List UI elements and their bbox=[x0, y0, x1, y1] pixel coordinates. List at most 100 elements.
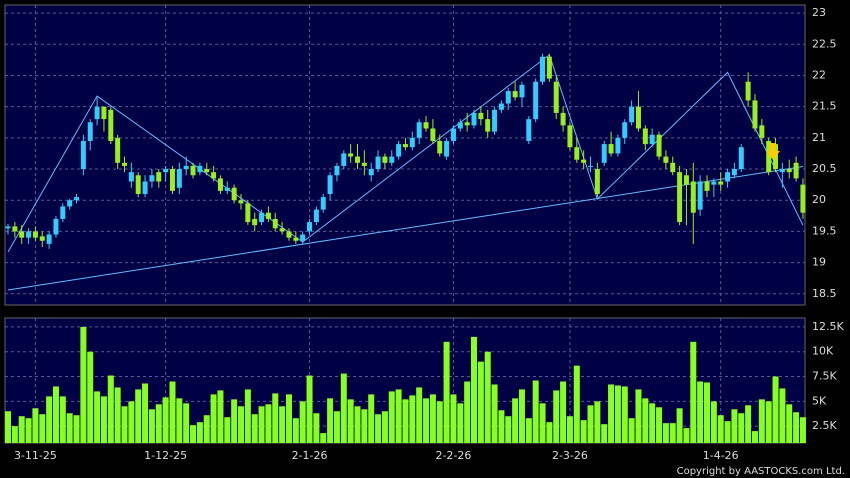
x-tick-label: 3-11-25 bbox=[14, 449, 57, 462]
volume-bar bbox=[162, 397, 169, 443]
candle-body bbox=[505, 91, 511, 104]
volume-bar bbox=[100, 396, 107, 443]
candle-body bbox=[190, 165, 196, 176]
volume-bar bbox=[566, 416, 573, 443]
candle-body bbox=[19, 231, 25, 238]
volume-bar bbox=[731, 409, 738, 443]
volume-bar bbox=[553, 390, 560, 443]
volume-bar bbox=[176, 398, 183, 443]
volume-bar bbox=[669, 423, 676, 443]
candle-body bbox=[135, 175, 141, 194]
volume-bar bbox=[238, 406, 245, 443]
candle-body bbox=[101, 106, 107, 120]
volume-bar bbox=[388, 391, 395, 443]
candle-body bbox=[389, 156, 395, 163]
volume-bar bbox=[423, 398, 430, 443]
candle-body bbox=[211, 172, 217, 179]
volume-bar bbox=[169, 381, 176, 443]
volume-bar bbox=[190, 425, 197, 443]
candle-body bbox=[711, 181, 717, 185]
candle-body bbox=[567, 125, 573, 148]
candle-body bbox=[485, 119, 491, 132]
candle-body bbox=[793, 162, 799, 179]
volume-bar bbox=[368, 394, 375, 443]
candle-body bbox=[725, 172, 731, 182]
volume-bar bbox=[87, 351, 94, 443]
candle-body bbox=[437, 140, 443, 154]
volume-bar bbox=[717, 415, 724, 443]
candle-body bbox=[5, 226, 11, 229]
x-tick-label: 1-12-25 bbox=[144, 449, 187, 462]
candle-body bbox=[259, 212, 265, 223]
volume-bar bbox=[505, 416, 512, 443]
candle-body bbox=[53, 218, 59, 235]
candle-body bbox=[635, 106, 641, 129]
volume-bar bbox=[11, 426, 18, 443]
volume-bar bbox=[484, 351, 491, 443]
volume-bar bbox=[354, 406, 361, 443]
candle-body bbox=[183, 165, 189, 170]
candle-body bbox=[382, 156, 388, 163]
candle-body bbox=[759, 125, 765, 138]
volume-bar bbox=[443, 341, 450, 443]
volume-bar bbox=[402, 399, 409, 443]
signal-arrow bbox=[766, 143, 780, 160]
candle-body bbox=[293, 237, 299, 241]
x-tick-label: 2-3-26 bbox=[552, 449, 588, 462]
volume-bar bbox=[628, 418, 635, 443]
volume-bar bbox=[265, 404, 272, 443]
y-tick-label: 23 bbox=[812, 6, 826, 19]
candle-body bbox=[492, 109, 498, 132]
candle-body bbox=[286, 231, 292, 238]
candle-body bbox=[217, 178, 223, 191]
volume-bar bbox=[347, 399, 354, 443]
candle-body bbox=[272, 218, 278, 229]
candle-body bbox=[430, 128, 436, 141]
candle-body bbox=[478, 112, 484, 120]
volume-bar bbox=[313, 413, 320, 443]
volume-bar bbox=[121, 406, 128, 443]
candle-body bbox=[683, 175, 689, 185]
y-tick-label: 20 bbox=[812, 193, 826, 206]
candle-body bbox=[67, 200, 73, 207]
candle-body bbox=[176, 169, 182, 188]
volume-bar bbox=[251, 414, 258, 443]
volume-bar bbox=[608, 384, 615, 443]
volume-bar bbox=[272, 393, 279, 443]
candle-body bbox=[526, 119, 532, 141]
volume-bar bbox=[477, 361, 484, 443]
candle-body bbox=[533, 81, 539, 120]
volume-bar bbox=[94, 391, 101, 443]
y-tick-label: 18.5 bbox=[812, 287, 837, 300]
candle-body bbox=[779, 169, 785, 173]
candle-body bbox=[224, 187, 230, 191]
volume-bar bbox=[758, 399, 765, 443]
x-tick-label: 2-1-26 bbox=[292, 449, 328, 462]
volume-bar bbox=[724, 421, 731, 443]
volume-bar bbox=[285, 394, 292, 443]
candle-body bbox=[615, 137, 621, 154]
volume-bar bbox=[697, 381, 704, 443]
candle-body bbox=[642, 128, 648, 145]
candle-body bbox=[670, 162, 676, 173]
candle-body bbox=[409, 137, 415, 148]
y-tick-label: 22.5 bbox=[812, 37, 837, 50]
volume-tick-label: 10K bbox=[812, 345, 834, 358]
candle-body bbox=[731, 169, 737, 176]
volume-bar bbox=[46, 396, 53, 443]
volume-bar bbox=[786, 404, 793, 443]
candle-body bbox=[690, 181, 696, 213]
candle-body bbox=[87, 122, 93, 141]
candle-body bbox=[677, 172, 683, 223]
volume-bar bbox=[217, 390, 224, 443]
candle-body bbox=[752, 100, 758, 129]
candle-body bbox=[471, 112, 477, 126]
candle-body bbox=[39, 236, 45, 241]
volume-bar bbox=[32, 408, 39, 443]
candle-body bbox=[46, 234, 52, 244]
candle-body bbox=[581, 159, 587, 163]
candle-body bbox=[402, 144, 408, 148]
volume-bar bbox=[799, 417, 806, 443]
volume-bar bbox=[279, 406, 286, 443]
volume-bar bbox=[772, 376, 779, 443]
